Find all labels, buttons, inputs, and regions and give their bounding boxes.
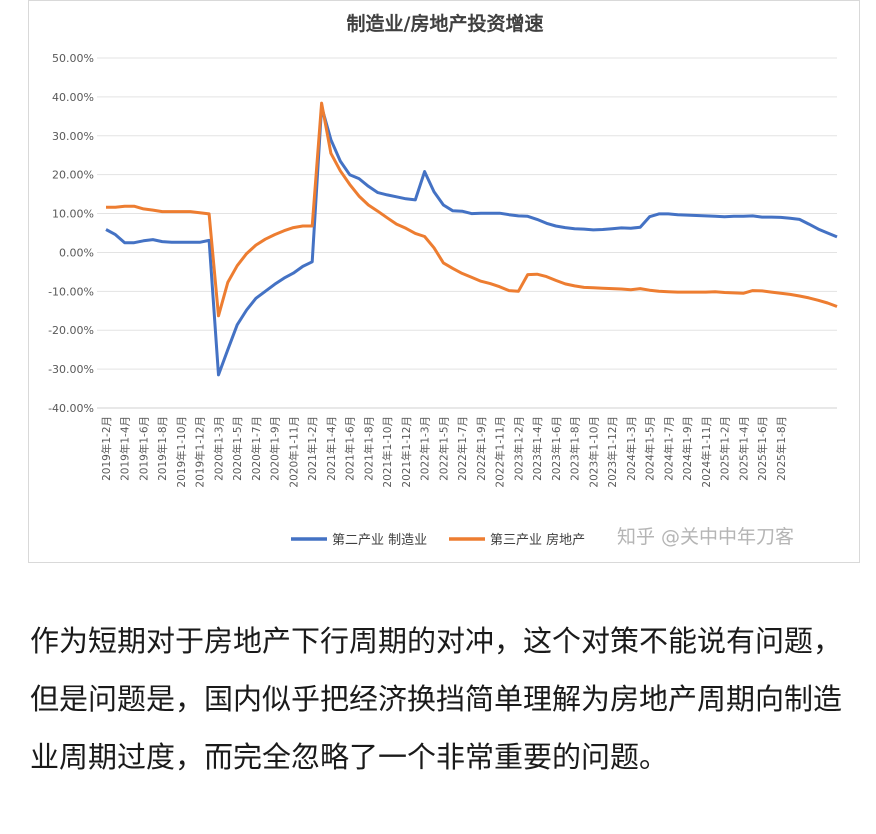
x-tick-label: 2023年1-12月	[606, 416, 619, 488]
legend-label-real-estate: 第三产业 房地产	[490, 532, 585, 548]
x-tick-label: 2022年1-9月	[475, 416, 488, 481]
x-tick-label: 2021年1-2月	[306, 416, 319, 481]
y-tick-label: 20.00%	[52, 169, 94, 182]
chart-title: 制造业/房地产投资增速	[347, 12, 544, 35]
x-tick-label: 2024年1-11月	[700, 416, 713, 488]
x-tick-label: 2024年1-9月	[681, 416, 694, 481]
x-tick-label: 2021年1-10月	[381, 416, 394, 488]
x-tick-label: 2024年1-7月	[662, 416, 675, 481]
x-tick-label: 2025年1-2月	[719, 416, 732, 481]
series-line-real-estate	[106, 101, 838, 318]
y-tick-label: 0.00%	[59, 246, 94, 259]
x-tick-label: 2023年1-2月	[512, 416, 525, 481]
y-tick-label: -40.00%	[48, 402, 94, 415]
x-tick-label: 2025年1-4月	[737, 416, 750, 481]
y-tick-label: 50.00%	[52, 52, 94, 65]
x-tick-label: 2020年1-7月	[250, 416, 263, 481]
x-tick-label: 2023年1-6月	[550, 416, 563, 481]
y-tick-label: -10.00%	[48, 285, 94, 298]
legend: 第二产业 制造业 第三产业 房地产	[291, 532, 585, 548]
x-tick-label: 2025年1-6月	[756, 416, 769, 481]
x-tick-label: 2020年1-5月	[231, 416, 244, 481]
x-tick-label: 2021年1-12月	[400, 416, 413, 488]
x-tick-label: 2023年1-4月	[531, 416, 544, 481]
x-tick-label: 2019年1-12月	[194, 416, 207, 488]
legend-label-manufacturing: 第二产业 制造业	[332, 533, 427, 548]
x-tick-label: 2022年1-5月	[437, 416, 450, 481]
x-tick-label: 2019年1-4月	[119, 416, 132, 481]
x-tick-label: 2022年1-3月	[419, 416, 432, 481]
y-tick-label: 40.00%	[52, 91, 94, 104]
x-tick-label: 2023年1-10月	[587, 416, 600, 488]
x-tick-label: 2021年1-6月	[344, 416, 357, 481]
x-tick-label: 2024年1-5月	[644, 416, 657, 481]
x-tick-label: 2022年1-7月	[456, 416, 469, 481]
x-tick-label: 2023年1-8月	[569, 416, 582, 481]
x-tick-label: 2020年1-9月	[269, 416, 282, 481]
x-tick-label: 2022年1-11月	[494, 416, 507, 488]
watermark-text: 知乎 @关中中年刀客	[617, 526, 794, 548]
x-tick-label: 2019年1-8月	[156, 416, 169, 481]
x-tick-label: 2020年1-11月	[287, 416, 300, 488]
x-tick-label: 2020年1-3月	[212, 416, 225, 481]
x-tick-label: 2025年1-8月	[775, 416, 788, 481]
y-axis-ticks: 50.00% 40.00% 30.00% 20.00% 10.00% 0.00% -10.0…	[48, 52, 94, 415]
article-paragraph: 作为短期对于房地产下行周期的对冲，这个对策不能说有问题，但是问题是，国内似乎把经…	[30, 624, 843, 774]
x-tick-label: 2019年1-10月	[175, 416, 188, 488]
x-tick-label: 2021年1-4月	[325, 416, 338, 481]
x-axis-ticks: 2019年1-2月 2019年1-4月 2019年1-6月 2019年1-8月 2019…	[100, 416, 788, 488]
y-tick-label: -20.00%	[48, 324, 94, 337]
line-chart: 制造业/房地产投资增速 50.00% 40.00% 30.00% 20.00% 10.0…	[48, 12, 838, 548]
x-tick-label: 2019年1-6月	[137, 416, 150, 481]
series-lines	[105, 101, 838, 377]
x-tick-label: 2024年1-3月	[625, 416, 638, 481]
y-tick-label: 30.00%	[52, 130, 94, 143]
y-tick-label: -30.00%	[48, 363, 94, 376]
y-tick-label: 10.00%	[52, 208, 94, 221]
x-tick-label: 2021年1-8月	[362, 416, 375, 481]
series-line-manufacturing	[105, 105, 838, 377]
chart-card: 制造业/房地产投资增速 50.00% 40.00% 30.00% 20.00% 10.0…	[28, 0, 860, 563]
gridlines	[97, 57, 837, 409]
x-tick-label: 2019年1-2月	[100, 416, 113, 481]
